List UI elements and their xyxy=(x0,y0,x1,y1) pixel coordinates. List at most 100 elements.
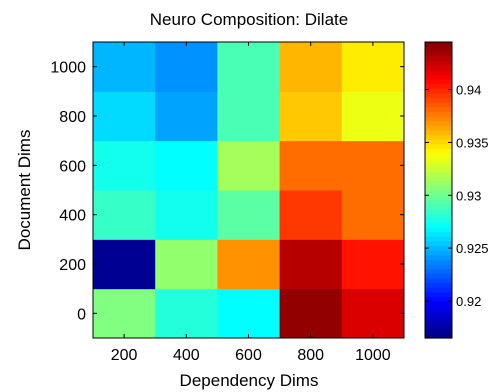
colorbar-segment xyxy=(425,250,452,256)
colorbar-segment xyxy=(425,254,452,260)
colorbar-segment xyxy=(425,176,452,182)
colorbar-segment xyxy=(425,106,452,112)
colorbar-segment xyxy=(425,102,452,108)
colorbar-segment xyxy=(425,65,452,71)
colorbar-segment xyxy=(425,51,452,57)
colorbar-segment xyxy=(425,194,452,200)
y-tick-label: 800 xyxy=(59,109,86,126)
heatmap-cell xyxy=(279,190,343,240)
x-axis-label: Dependency Dims xyxy=(180,371,319,390)
heatmap-cell xyxy=(155,91,218,142)
colorbar-segment xyxy=(425,199,452,205)
colorbar-segment xyxy=(425,291,452,297)
colorbar-segment xyxy=(425,324,452,330)
colorbar-segment xyxy=(425,143,452,149)
colorbar-segment xyxy=(425,314,452,321)
colorbar-segment xyxy=(425,282,452,288)
colorbar-segment xyxy=(425,190,452,196)
colorbar-segment xyxy=(425,166,452,173)
colorbar-segment xyxy=(425,333,452,339)
colorbar-segment xyxy=(425,301,452,307)
x-tick-label: 400 xyxy=(173,347,200,364)
y-tick-label: 0 xyxy=(77,306,86,323)
colorbar-segment xyxy=(425,83,452,89)
colorbar-segment xyxy=(425,273,452,279)
heatmap-cell xyxy=(217,140,281,191)
heatmap-cells xyxy=(93,42,405,339)
colorbar-segment xyxy=(425,310,452,316)
colorbar-segment xyxy=(425,236,452,242)
colorbar-segment xyxy=(425,227,452,233)
heatmap-cell xyxy=(93,288,156,339)
heatmap-cell xyxy=(93,190,156,240)
heatmap-cell xyxy=(341,91,405,142)
colorbar-segment xyxy=(425,116,452,122)
colorbar-segment xyxy=(425,111,452,117)
colorbar-segment xyxy=(425,46,452,52)
colorbar-segment xyxy=(425,129,452,136)
colorbar-segment xyxy=(425,222,452,228)
colorbar-segment xyxy=(425,157,452,163)
colorbar-segment xyxy=(425,79,452,85)
colorbar-segment xyxy=(425,74,452,80)
heatmap-cell xyxy=(279,91,343,142)
colorbar-segment xyxy=(425,264,452,270)
colorbar-segment xyxy=(425,268,452,274)
colorbar-segment xyxy=(425,92,452,99)
y-tick-labels: 0 200 400 600 800 1000 xyxy=(50,60,404,323)
colorbar-segment xyxy=(425,245,452,251)
heatmap-cell xyxy=(217,42,281,92)
colorbar-segment xyxy=(425,97,452,103)
heatmap-cell xyxy=(341,288,405,339)
heatmap-cell xyxy=(341,42,405,92)
y-tick-label: 200 xyxy=(59,257,86,274)
colorbar-segment xyxy=(425,240,452,247)
heatmap-cell xyxy=(341,239,405,290)
colorbar-segment xyxy=(425,55,452,62)
colorbar-tick-label: 0.925 xyxy=(456,241,489,256)
colorbar-segment xyxy=(425,148,452,154)
colorbar-segment xyxy=(425,42,452,48)
colorbar-segment xyxy=(425,139,452,145)
x-tick-label: 600 xyxy=(235,347,262,364)
heatmap-cell xyxy=(155,140,218,191)
chart-title: Neuro Composition: Dilate xyxy=(150,10,348,29)
heatmap-cell xyxy=(279,239,343,290)
heatmap-cell xyxy=(93,239,156,290)
colorbar-tick-label: 0.93 xyxy=(456,188,481,203)
colorbar-segment xyxy=(425,162,452,168)
x-tick-label: 800 xyxy=(297,347,324,364)
colorbar: 0.92 0.925 0.93 0.935 0.94 xyxy=(424,41,489,339)
colorbar-segment xyxy=(425,180,452,186)
heatmap-cell xyxy=(217,288,281,339)
x-tick-label: 200 xyxy=(111,347,138,364)
heatmap-cell xyxy=(93,42,156,92)
x-tick-labels: 200 400 600 800 1000 xyxy=(111,42,391,364)
x-tick-label: 1000 xyxy=(355,347,391,364)
heatmap-cell xyxy=(155,42,218,92)
colorbar-segment xyxy=(425,60,452,66)
heatmap-cell xyxy=(155,190,218,240)
heatmap-cell xyxy=(279,42,343,92)
colorbar-tick-label: 0.94 xyxy=(456,83,481,98)
y-axis-label: Document Dims xyxy=(15,130,34,251)
colorbar-segment xyxy=(425,328,452,334)
heatmap-cell xyxy=(93,140,156,191)
colorbar-segment xyxy=(425,125,452,131)
colorbar-segment xyxy=(425,213,452,219)
colorbar-segment xyxy=(425,120,452,126)
y-tick-label: 600 xyxy=(59,158,86,175)
heatmap-cell xyxy=(279,140,343,191)
colorbar-segment xyxy=(425,208,452,214)
colorbar-segment xyxy=(425,134,452,140)
colorbar-frame xyxy=(424,41,453,339)
heatmap-cell xyxy=(217,239,281,290)
colorbar-tick-label: 0.92 xyxy=(456,294,481,309)
colorbar-segment xyxy=(425,277,452,284)
colorbar-segment xyxy=(425,171,452,177)
colorbar-segment xyxy=(425,231,452,237)
colorbar-segment xyxy=(425,217,452,223)
colorbar-segment xyxy=(425,88,452,94)
heatmap-cell xyxy=(341,140,405,191)
colorbar-segment xyxy=(425,69,452,75)
